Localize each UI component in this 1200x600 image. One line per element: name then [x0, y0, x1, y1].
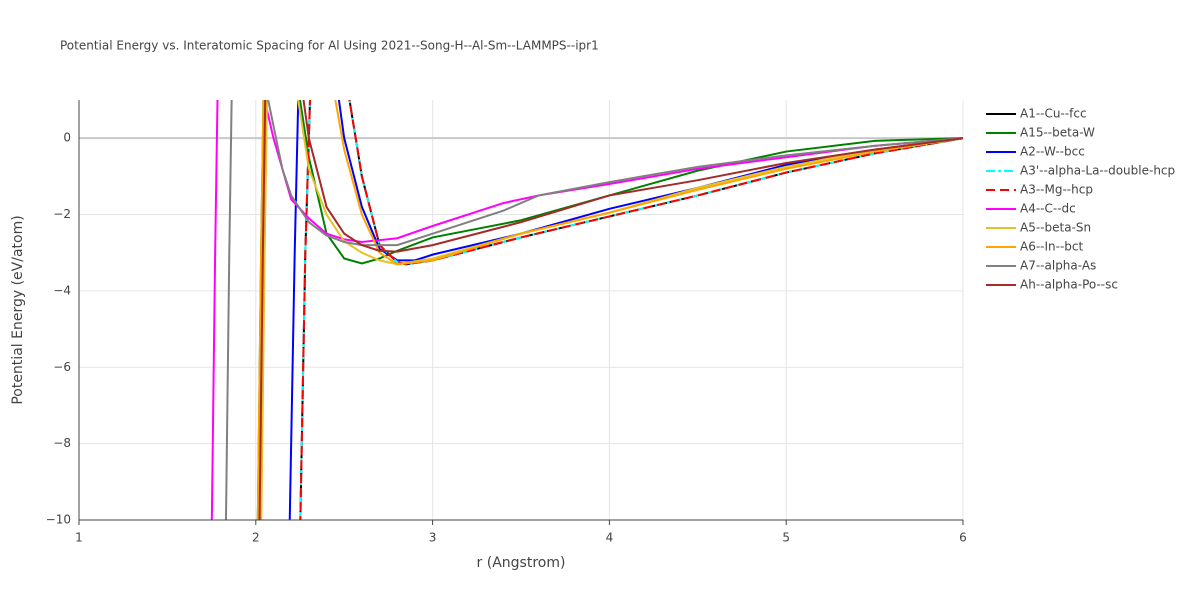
- legend-label: A1--Cu--fcc: [1020, 107, 1087, 121]
- x-tick-label: 6: [959, 531, 967, 545]
- legend-label: A15--beta-W: [1020, 126, 1095, 140]
- x-tick-label: 1: [75, 531, 83, 545]
- x-tick-label: 5: [782, 531, 790, 545]
- plot-area: [210, 100, 963, 520]
- series-line: [210, 100, 963, 520]
- legend-label: A5--beta-Sn: [1020, 221, 1091, 235]
- series-line: [288, 100, 963, 520]
- x-tick-label: 3: [429, 531, 437, 545]
- legend: A1--Cu--fcc A15--beta-W A2--W--bcc A3'--alp…: [986, 107, 1175, 292]
- legend-label: A6--In--bct: [1020, 240, 1084, 254]
- y-tick-label: −4: [53, 283, 71, 297]
- y-tick-label: −6: [53, 360, 71, 374]
- series-line: [299, 100, 963, 520]
- series-line: [258, 100, 963, 520]
- series-line: [256, 100, 963, 520]
- series-line: [299, 100, 963, 520]
- legend-label: A4--C--dc: [1020, 202, 1076, 216]
- chart-title: Potential Energy vs. Interatomic Spacing…: [60, 39, 599, 53]
- y-axis-title: Potential Energy (eV/atom): [10, 215, 26, 404]
- y-tick-label: −8: [53, 436, 71, 450]
- y-tick-label: −2: [53, 207, 71, 221]
- series-line: [256, 100, 963, 520]
- legend-label: A2--W--bcc: [1020, 145, 1085, 159]
- y-tick-label: 0: [63, 131, 71, 145]
- y-tick-label: −10: [46, 513, 71, 527]
- legend-label: A3'--alpha-La--double-hcp: [1020, 164, 1175, 178]
- legend-label: A7--alpha-As: [1020, 259, 1096, 273]
- legend-label: Ah--alpha-Po--sc: [1020, 278, 1118, 292]
- series-line: [299, 100, 963, 520]
- x-tick-label: 2: [252, 531, 260, 545]
- x-tick-label: 4: [606, 531, 614, 545]
- series-line: [260, 100, 963, 520]
- series-line: [224, 100, 963, 520]
- x-axis-title: r (Angstrom): [477, 555, 566, 571]
- legend-label: A3--Mg--hcp: [1020, 183, 1093, 197]
